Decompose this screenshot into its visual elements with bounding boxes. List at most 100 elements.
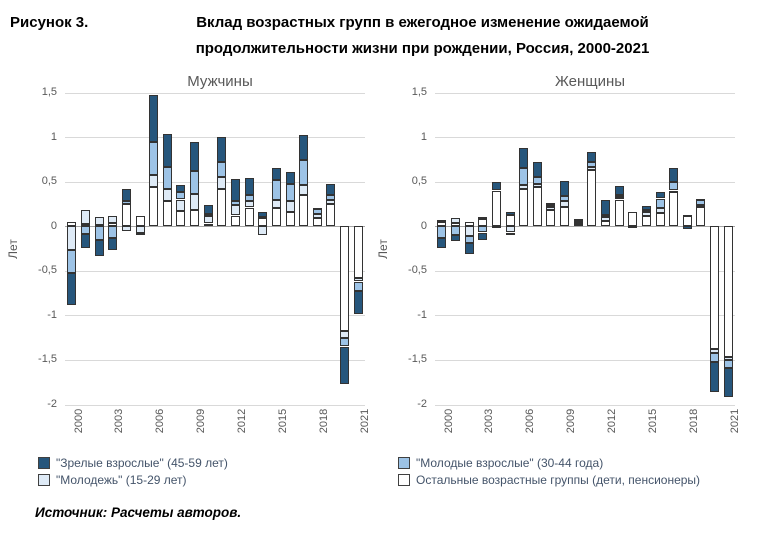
y-tick-label: -1 — [47, 308, 57, 321]
bar-segment — [573, 219, 583, 222]
y-tick-label: -0,5 — [408, 264, 427, 277]
bar-segment — [478, 232, 488, 240]
bar-segment — [149, 175, 159, 187]
bar-segment — [176, 185, 186, 193]
bar-segment — [67, 272, 77, 305]
bar-segment — [67, 226, 77, 251]
bar-segment — [231, 215, 240, 227]
bar-segment — [519, 188, 529, 227]
bar-segment — [614, 196, 624, 200]
bar-segment — [108, 215, 118, 223]
bar-segment — [81, 210, 90, 225]
bar-segment — [149, 141, 159, 176]
bar-segment — [546, 203, 556, 205]
bar-segment — [478, 217, 488, 220]
bar-segment — [655, 192, 665, 199]
bar-segment — [451, 235, 460, 242]
x-tick-label: 2000 — [442, 408, 455, 433]
gridline — [65, 92, 365, 94]
bar-segment — [601, 199, 610, 215]
legend-swatch — [38, 457, 50, 469]
legend-item: Остальные возрастные группы (дети, пенси… — [398, 472, 766, 489]
x-tick-label: 2006 — [524, 408, 537, 433]
bar-segment — [505, 214, 515, 227]
y-tick-label: 0 — [50, 219, 57, 232]
bar-segment — [353, 277, 363, 282]
bar-segment — [231, 201, 240, 205]
bar-segment — [203, 216, 213, 224]
bar-segment — [669, 192, 679, 227]
bar-segment — [149, 95, 159, 142]
legend-item: "Молодые взрослые" (30-44 года) — [398, 455, 766, 472]
bar-segment — [560, 201, 569, 207]
bar-segment — [587, 152, 597, 162]
legend-column-1: "Зрелые взрослые" (45-59 лет) "Молодежь" … — [38, 455, 398, 489]
gridline — [435, 270, 735, 272]
bar-segment — [340, 337, 349, 347]
y-tick-label: 1 — [420, 130, 427, 143]
bar-segment — [505, 232, 515, 235]
x-tick-label: 2000 — [72, 408, 85, 433]
chart-title-men: Мужчины — [187, 72, 253, 90]
x-axis-ticks-women: 2000 2003 2006 2009 2012 2015 2018 2021 — [435, 405, 741, 449]
y-tick-label: 1 — [50, 130, 57, 143]
bar-segment — [464, 243, 474, 254]
bar-segment — [176, 199, 186, 212]
bar-segment — [710, 352, 719, 362]
y-tick-label: -1 — [417, 308, 427, 321]
bar-segment — [723, 359, 733, 368]
bar-segment — [353, 291, 363, 315]
bar-segment — [108, 226, 118, 238]
bar-segment — [655, 212, 665, 227]
bar-segment — [696, 206, 706, 227]
bar-segment — [81, 226, 90, 235]
bar-segment — [299, 135, 309, 161]
y-tick-label: -1,5 — [408, 353, 427, 366]
x-tick-label: 2021 — [359, 408, 372, 433]
bar-segment — [162, 133, 172, 167]
bar-segment — [669, 168, 679, 182]
y-axis-label-women: Лет — [375, 238, 390, 259]
bar-segment — [491, 226, 501, 229]
plot-area-men — [65, 92, 365, 406]
chart-title-women: Женщины — [554, 72, 626, 90]
bar-segment — [94, 226, 104, 240]
source-note: Источник: Расчеты авторов. — [35, 504, 242, 520]
gridline — [435, 92, 735, 94]
bar-segment — [505, 212, 515, 215]
x-tick-label: 2018 — [688, 408, 701, 433]
bar-segment — [244, 207, 254, 227]
y-tick-label: 0,5 — [411, 175, 427, 188]
bar-segment — [121, 203, 131, 227]
chart-panel-men: Мужчины Лет 1,5 1 0,5 0 -0,5 -1 -1,5 -2 2000 200… — [5, 73, 375, 449]
bar-segment — [696, 198, 706, 201]
y-axis-ticks-women: 1,5 1 0,5 0 -0,5 -1 -1,5 -2 — [391, 86, 431, 410]
legend-item: "Зрелые взрослые" (45-59 лет) — [38, 455, 398, 472]
bar-segment — [271, 179, 281, 201]
bar-segment — [451, 222, 460, 227]
bar-segment — [217, 137, 227, 163]
bar-segment — [231, 204, 240, 216]
bar-segment — [546, 206, 556, 211]
bar-segment — [573, 220, 583, 223]
bar-segment — [94, 239, 104, 257]
gridline — [65, 270, 365, 272]
bar-segment — [628, 212, 638, 227]
bar-segment — [121, 226, 131, 231]
legend-label: "Молодые взрослые" (30-44 года) — [416, 456, 604, 470]
bar-segment — [519, 168, 529, 186]
bar-segment — [532, 184, 542, 187]
bar-segment — [81, 224, 90, 227]
bar-segment — [244, 195, 254, 202]
bar-segment — [641, 205, 651, 211]
bar-segment — [560, 195, 569, 202]
bar-segment — [682, 215, 692, 227]
bar-segment — [532, 187, 542, 227]
y-axis-ticks-men: 1,5 1 0,5 0 -0,5 -1 -1,5 -2 — [21, 86, 61, 410]
bar-segment — [217, 177, 227, 189]
bar-segment — [190, 170, 199, 195]
x-tick-label: 2018 — [318, 408, 331, 433]
bar-segment — [491, 181, 501, 191]
x-tick-label: 2003 — [113, 408, 126, 433]
bar-segment — [669, 181, 679, 191]
